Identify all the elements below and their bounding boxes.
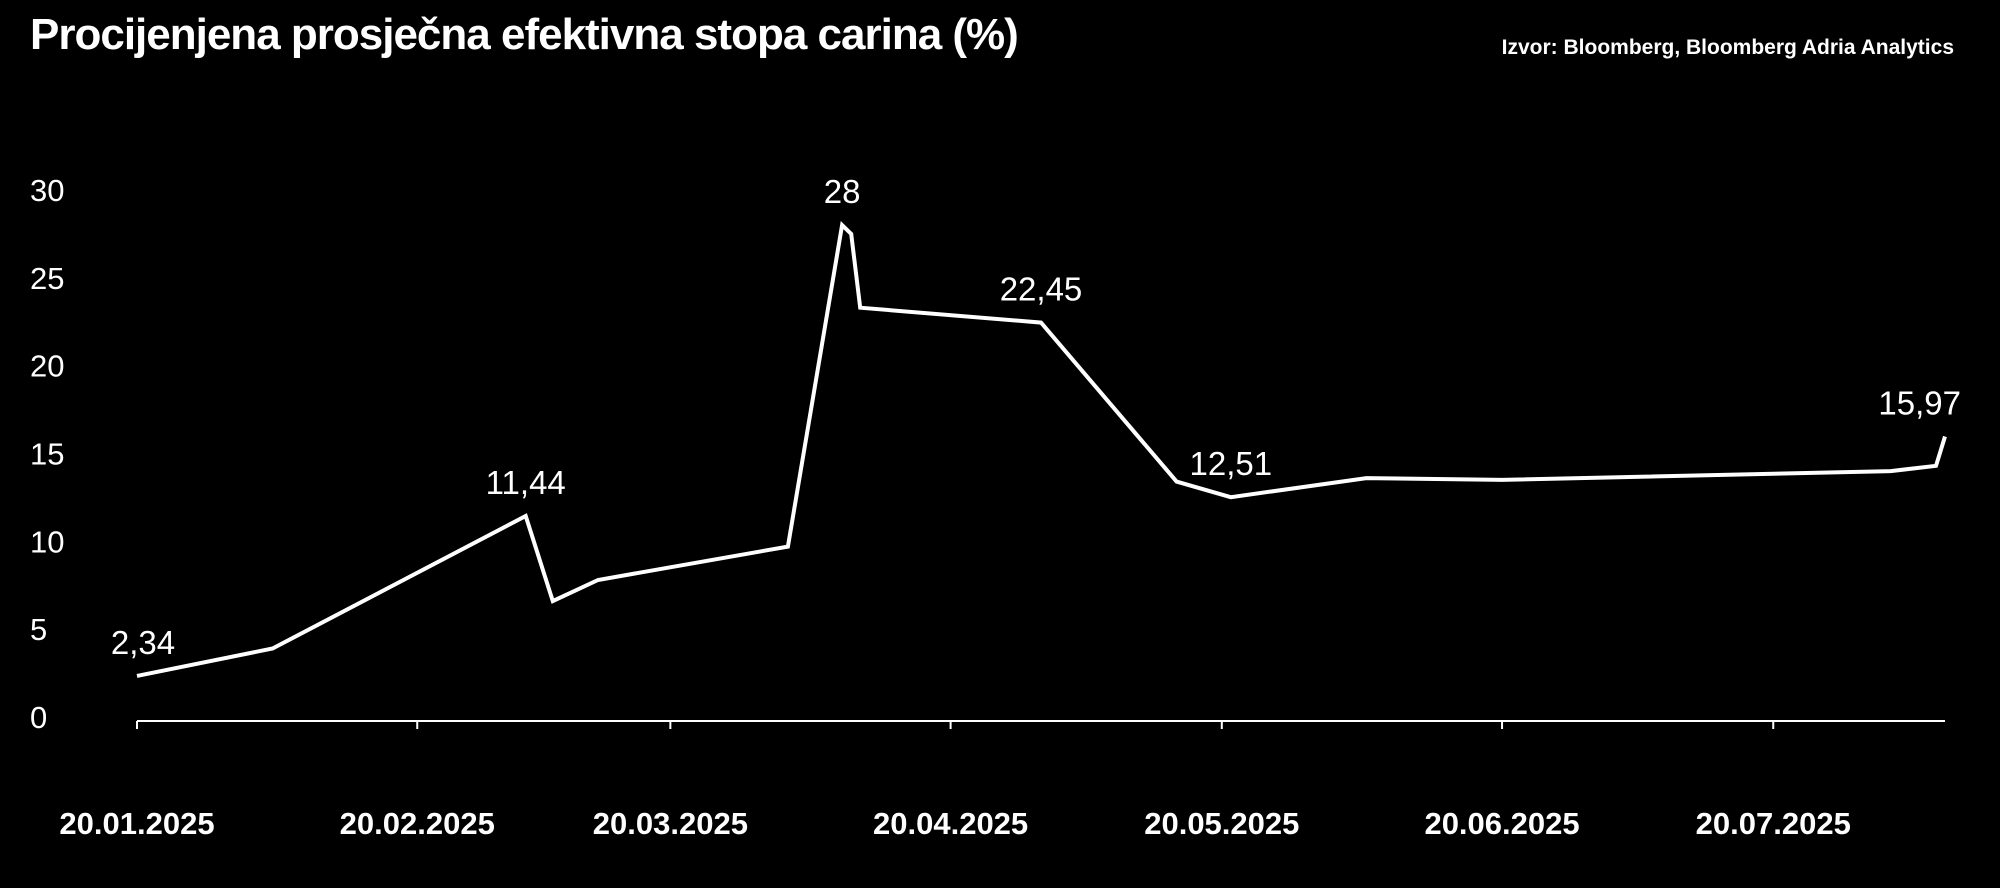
y-axis: 0 5 10 15 20 25 30	[30, 173, 64, 735]
y-tick-label: 30	[30, 173, 64, 208]
x-tick-label: 20.01.2025	[59, 806, 214, 841]
y-tick-label: 5	[30, 612, 47, 647]
x-tick-label: 20.02.2025	[340, 806, 495, 841]
x-tick-label: 20.07.2025	[1696, 806, 1851, 841]
data-label: 11,44	[486, 464, 566, 501]
data-label: 28	[824, 173, 861, 210]
x-axis: 20.01.2025 20.02.2025 20.03.2025 20.04.2025…	[59, 720, 1945, 841]
x-tick-label: 20.05.2025	[1144, 806, 1299, 841]
source-note: Izvor: Bloomberg, Bloomberg Adria Analyt…	[1501, 36, 1954, 59]
y-tick-label: 25	[30, 261, 64, 296]
data-label: 15,97	[1878, 384, 1961, 421]
x-tick-label: 20.04.2025	[873, 806, 1028, 841]
series-line	[136, 221, 1947, 678]
x-tick-label: 20.06.2025	[1424, 806, 1579, 841]
series-group	[136, 221, 1947, 678]
chart-title: Procijenjena prosječna efektivna stopa c…	[30, 10, 1019, 59]
x-tick-label: 20.03.2025	[593, 806, 748, 841]
y-tick-label: 10	[30, 524, 64, 559]
data-label: 2,34	[111, 624, 175, 661]
data-label: 12,51	[1190, 445, 1273, 482]
y-tick-label: 20	[30, 349, 64, 384]
y-tick-label: 0	[30, 700, 47, 735]
annotations: 2,34 11,44 28 22,45 12,51 15,97	[111, 173, 1961, 661]
data-label: 22,45	[1000, 271, 1083, 308]
y-tick-label: 15	[30, 437, 64, 472]
